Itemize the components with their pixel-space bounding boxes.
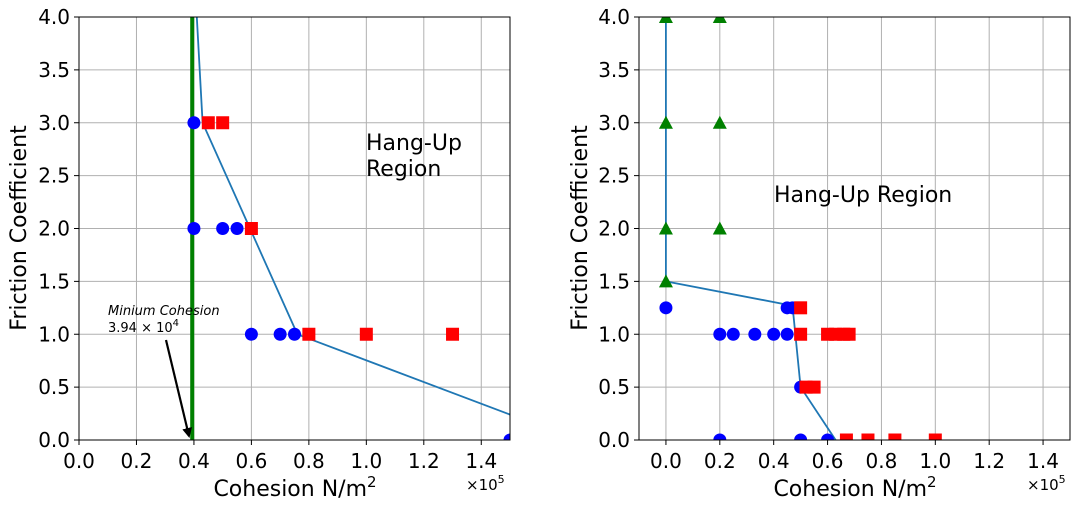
left-x-axis-label: Cohesion N/m2	[213, 473, 376, 502]
left-hang-up-point-2	[244, 222, 258, 235]
right-x-tick-label-0: 0.0	[650, 449, 682, 473]
right-stable-point-3	[748, 327, 762, 341]
right-x-tick-label-3: 0.6	[812, 449, 844, 473]
left-y-tick-label-8: 4.0	[38, 5, 70, 29]
right-hang-up-point-0	[794, 301, 808, 315]
right-stable-high-point-0	[658, 17, 673, 23]
right-stable-point-9	[794, 433, 808, 440]
right-stable-high-point-5	[712, 115, 727, 129]
left-stable-point-2	[216, 222, 230, 235]
left-y-tick-label-4: 2.0	[38, 217, 70, 241]
right-region-label: Hang-Up Region	[774, 183, 952, 208]
right-y-tick-label-7: 3.5	[598, 58, 630, 82]
min-cohesion-annotation-value: 3.94 × 104	[108, 318, 179, 336]
right-stable-point-4	[767, 327, 781, 341]
left-y-tick-label-6: 3.0	[38, 111, 70, 135]
right-stable-point-5	[780, 327, 794, 341]
right-y-tick-label-2: 1.0	[598, 322, 630, 346]
right-y-tick-label-5: 2.5	[598, 164, 630, 188]
left-x-tick-label-6: 1.2	[408, 449, 440, 473]
right-y-tick-label-3: 1.5	[598, 269, 630, 293]
right-stable-point-10	[821, 433, 835, 440]
right-stable-high-point-4	[712, 17, 727, 23]
left-y-tick-label-5: 2.5	[38, 164, 70, 188]
left-hang-up-point-1	[216, 116, 230, 130]
right-stable-point-0	[659, 301, 673, 315]
right-x-axis-label: Cohesion N/m2	[773, 473, 936, 502]
left-hang-up-point-5	[446, 327, 460, 341]
right-y-tick-label-8: 4.0	[598, 5, 630, 29]
left-stable-point-5	[273, 327, 287, 341]
left-x-tick-label-3: 0.6	[235, 449, 267, 473]
left-y-tick-label-0: 0.0	[38, 428, 70, 452]
left-x-multiplier: ×105	[466, 473, 505, 494]
left-y-tick-label-1: 0.5	[38, 375, 70, 399]
right-hang-up-point-9	[861, 433, 875, 440]
left-y-tick-label-7: 3.5	[38, 58, 70, 82]
left-stable-point-6	[288, 327, 301, 341]
right-x-tick-label-7: 1.4	[1027, 449, 1059, 473]
right-x-tick-label-6: 1.2	[973, 449, 1005, 473]
right-y-axis-label: Friction Coefficient	[568, 125, 593, 331]
right-hang-up-point-11	[928, 433, 942, 440]
right-stable-point-1	[713, 327, 727, 341]
right-hang-up-point-8	[839, 433, 853, 440]
left-boundary-line	[195, 17, 510, 416]
left-x-tick-label-2: 0.4	[178, 449, 210, 473]
left-stable-point-0	[187, 116, 201, 130]
left-x-tick-label-7: 1.4	[465, 449, 497, 473]
left-hang-up-point-3	[302, 327, 316, 341]
right-hang-up-point-5	[842, 327, 856, 341]
right-stable-high-point-2	[658, 221, 673, 235]
right-x-tick-label-1: 0.2	[704, 449, 736, 473]
left-x-tick-label-4: 0.8	[293, 449, 325, 473]
right-hang-up-point-10	[888, 433, 902, 440]
left-x-tick-label-5: 1.0	[350, 449, 382, 473]
right-x-tick-label-5: 1.0	[919, 449, 951, 473]
right-ticks: 0.0 0.2 0.4 0.6 0.8 1.0 1.2 1.4 0.0 0.5 1.0 1.5 2.0 2…	[598, 5, 1059, 473]
left-stable-point-1	[187, 222, 201, 235]
right-y-tick-label-1: 0.5	[598, 375, 630, 399]
right-hang-up-point-1	[794, 327, 808, 341]
right-marks	[658, 17, 942, 440]
left-grid	[78, 16, 510, 441]
right-grid	[639, 16, 1070, 441]
left-marks	[187, 17, 510, 440]
right-stable-point-2	[726, 327, 740, 341]
left-x-tick-label-1: 0.2	[121, 449, 153, 473]
left-region-label-line2: Region	[366, 157, 441, 182]
left-stable-point-3	[230, 222, 244, 235]
right-hang-up-point-7	[807, 380, 821, 394]
left-stable-point-4	[244, 327, 258, 341]
left-stable-point-7	[503, 433, 510, 440]
right-y-tick-label-0: 0.0	[598, 428, 630, 452]
right-stable-high-point-6	[712, 221, 727, 235]
left-y-axis-label: Friction Coefficient	[7, 125, 32, 331]
right-stable-high-point-1	[658, 115, 673, 129]
right-chart: 0.0 0.2 0.4 0.6 0.8 1.0 1.2 1.4 0.0 0.5 1.0 1.5 2.0 2…	[568, 5, 1071, 502]
left-y-tick-label-2: 1.0	[38, 322, 70, 346]
left-y-tick-label-3: 1.5	[38, 269, 70, 293]
right-stable-point-8	[713, 433, 727, 440]
right-y-tick-label-4: 2.0	[598, 217, 630, 241]
left-hang-up-point-4	[359, 327, 373, 341]
min-cohesion-arrow	[164, 339, 192, 438]
right-y-tick-label-6: 3.0	[598, 111, 630, 135]
left-chart: 0.0 0.2 0.4 0.6 0.8 1.0 1.2 1.4 0.0 0.5 1.0 1.5 2.0 2…	[7, 5, 511, 502]
right-x-tick-label-2: 0.4	[758, 449, 790, 473]
min-cohesion-annotation-title: Minium Cohesion	[108, 304, 220, 319]
left-x-tick-label-0: 0.0	[63, 449, 95, 473]
right-stable-high-point-3	[658, 274, 673, 288]
left-hang-up-point-0	[201, 116, 215, 130]
left-region-label-line1: Hang-Up	[366, 131, 462, 156]
right-x-multiplier: ×105	[1027, 473, 1066, 494]
right-x-tick-label-4: 0.8	[866, 449, 898, 473]
left-ticks: 0.0 0.2 0.4 0.6 0.8 1.0 1.2 1.4 0.0 0.5 1.0 1.5 2.0 2…	[38, 5, 497, 473]
